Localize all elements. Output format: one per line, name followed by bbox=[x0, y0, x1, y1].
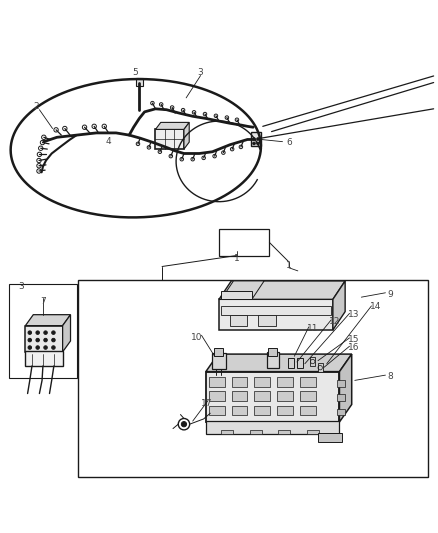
Bar bbox=[214, 348, 223, 356]
Bar bbox=[277, 391, 293, 401]
Text: 15: 15 bbox=[348, 335, 360, 344]
Circle shape bbox=[36, 338, 39, 342]
Polygon shape bbox=[333, 281, 345, 330]
Text: 12: 12 bbox=[329, 317, 341, 326]
Text: 7: 7 bbox=[40, 297, 46, 306]
Bar bbox=[25, 326, 63, 352]
Text: 16: 16 bbox=[348, 343, 360, 352]
Bar bbox=[155, 130, 184, 149]
Bar bbox=[221, 292, 252, 300]
Bar bbox=[9, 284, 77, 378]
Bar bbox=[219, 300, 333, 330]
Polygon shape bbox=[184, 123, 189, 149]
Bar bbox=[267, 352, 279, 368]
Bar bbox=[232, 406, 247, 415]
Bar bbox=[277, 377, 293, 386]
Bar bbox=[300, 377, 316, 386]
Circle shape bbox=[52, 338, 55, 342]
Bar bbox=[25, 351, 63, 366]
Bar bbox=[206, 421, 339, 434]
Text: 13: 13 bbox=[348, 310, 360, 319]
Circle shape bbox=[28, 338, 32, 342]
Text: 10: 10 bbox=[191, 334, 202, 342]
Bar bbox=[209, 391, 225, 401]
Bar bbox=[318, 363, 323, 373]
Bar bbox=[337, 380, 345, 386]
Bar bbox=[300, 391, 316, 401]
Text: 3: 3 bbox=[197, 68, 203, 77]
Text: 14: 14 bbox=[370, 302, 381, 311]
Bar bbox=[254, 406, 270, 415]
Polygon shape bbox=[221, 281, 264, 300]
Bar bbox=[136, 78, 143, 86]
Polygon shape bbox=[206, 354, 352, 372]
Circle shape bbox=[257, 142, 259, 145]
Circle shape bbox=[44, 338, 47, 342]
Text: 17: 17 bbox=[201, 399, 212, 408]
Bar bbox=[251, 133, 261, 146]
Bar bbox=[206, 372, 339, 422]
Circle shape bbox=[28, 331, 32, 334]
Text: 4: 4 bbox=[106, 137, 111, 146]
Bar bbox=[307, 430, 319, 434]
Bar bbox=[300, 406, 316, 415]
Bar bbox=[230, 314, 247, 326]
Bar bbox=[288, 359, 294, 368]
Circle shape bbox=[44, 331, 47, 334]
Polygon shape bbox=[339, 354, 352, 422]
Bar bbox=[232, 391, 247, 401]
Polygon shape bbox=[155, 123, 189, 130]
Circle shape bbox=[44, 346, 47, 349]
Circle shape bbox=[52, 331, 55, 334]
Text: 8: 8 bbox=[388, 373, 394, 382]
Bar bbox=[209, 406, 225, 415]
Bar bbox=[212, 353, 226, 369]
Text: 2: 2 bbox=[34, 102, 39, 111]
Circle shape bbox=[257, 138, 259, 140]
Text: 1: 1 bbox=[286, 261, 292, 270]
Bar bbox=[258, 314, 276, 326]
Bar bbox=[318, 433, 342, 442]
Text: 9: 9 bbox=[388, 290, 394, 300]
Bar bbox=[277, 406, 293, 415]
Text: 3: 3 bbox=[18, 282, 24, 290]
Bar bbox=[254, 391, 270, 401]
Bar bbox=[310, 357, 315, 366]
Polygon shape bbox=[219, 281, 345, 300]
Circle shape bbox=[253, 138, 255, 140]
Text: 1: 1 bbox=[233, 254, 240, 263]
Text: 11: 11 bbox=[307, 324, 319, 333]
Bar bbox=[219, 229, 269, 255]
Bar bbox=[297, 359, 303, 368]
Bar bbox=[254, 377, 270, 386]
Circle shape bbox=[181, 422, 187, 427]
Polygon shape bbox=[25, 314, 71, 326]
Circle shape bbox=[36, 346, 39, 349]
Bar bbox=[250, 430, 262, 434]
Bar bbox=[78, 280, 428, 477]
Circle shape bbox=[36, 331, 39, 334]
Bar bbox=[337, 394, 345, 401]
Bar bbox=[221, 430, 233, 434]
Bar bbox=[337, 409, 345, 415]
Polygon shape bbox=[63, 314, 71, 352]
Bar bbox=[209, 377, 225, 386]
Circle shape bbox=[52, 346, 55, 349]
Bar bbox=[268, 348, 277, 356]
Bar bbox=[278, 430, 290, 434]
Circle shape bbox=[253, 142, 255, 145]
Bar bbox=[232, 377, 247, 386]
Text: 5: 5 bbox=[132, 68, 138, 77]
Text: 6: 6 bbox=[286, 139, 292, 148]
Bar bbox=[221, 306, 331, 314]
Circle shape bbox=[28, 346, 32, 349]
